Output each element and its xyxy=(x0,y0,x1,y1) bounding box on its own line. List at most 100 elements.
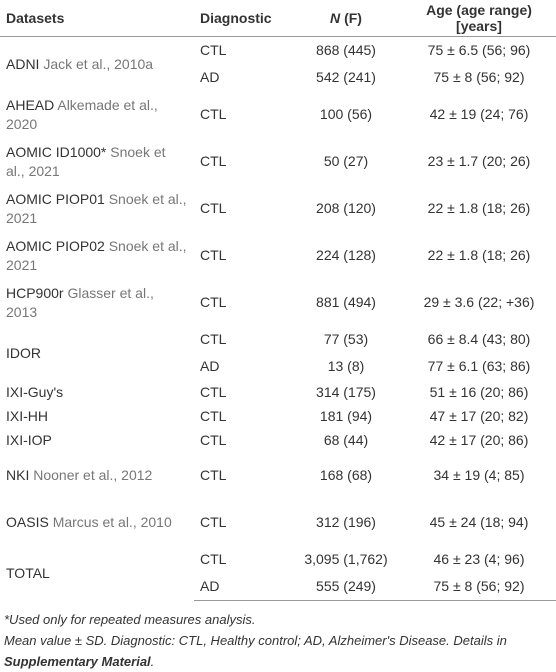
dataset-name: OASIS xyxy=(6,514,49,530)
table-row: AOMIC PIOP01 Snoek et al., 2021 CTL 208 (1… xyxy=(0,185,556,232)
dataset-citation: Glasser et al., 2013 xyxy=(6,284,154,320)
table-row: AHEAD Alkemade et al., 2020 CTL 100 (56) 42… xyxy=(0,91,556,138)
footnotes: *Used only for repeated measures analysi… xyxy=(0,601,556,672)
dataset-cell: AOMIC ID1000* Snoek et al., 2021 xyxy=(0,138,194,185)
table-row: NKI Nooner et al., 2012 CTL 168 (68) 34 ± 1… xyxy=(0,452,556,499)
footnote-emphasis: Supplementary Material xyxy=(4,654,151,669)
n-cell: 312 (196) xyxy=(316,514,376,530)
diagnostic-cell: CTL xyxy=(200,551,227,567)
age-cell: 22 ± 1.8 (18; 26) xyxy=(427,247,531,263)
dataset-cell: IXI-HH xyxy=(0,404,194,428)
dataset-citation: Jack et al., 2010a xyxy=(43,55,154,72)
dataset-name: AHEAD xyxy=(6,96,55,113)
age-cell: 75 ± 8 (56; 92) xyxy=(402,573,556,601)
diagnostic-cell: CTL xyxy=(200,514,227,530)
footnote-text: . xyxy=(150,654,155,669)
n-cell: 868 (445) xyxy=(316,42,376,58)
diagnostic-cell: CTL xyxy=(200,467,227,483)
header-row: Datasets Diagnostic N (F) Age (age range… xyxy=(0,0,556,37)
dataset-citation: Snoek et al., 2021 xyxy=(6,237,187,273)
n-cell: 168 (68) xyxy=(319,467,373,483)
dataset-citation: Alkemade et al., 2020 xyxy=(6,96,158,132)
age-cell: 29 ± 3.6 (22; +36) xyxy=(423,294,535,310)
table-row: HCP900r Glasser et al., 2013 CTL 881 (494)… xyxy=(0,279,556,326)
dataset-citation: Nooner et al., 2012 xyxy=(33,467,153,483)
dataset-citation: Marcus et al., 2010 xyxy=(52,514,172,530)
table-row: AD 13 (8) 77 ± 6.1 (63; 86) xyxy=(0,353,556,380)
table-row: AD 555 (249) 75 ± 8 (56; 92) xyxy=(0,573,556,601)
header-cell: Diagnostic xyxy=(194,0,290,37)
diagnostic-cell: AD xyxy=(200,358,220,374)
n-cell: 181 (94) xyxy=(319,407,373,424)
dataset-name: IXI-IOP xyxy=(6,431,52,448)
dataset-name: IXI-HH xyxy=(6,407,48,424)
dataset-cell: AHEAD Alkemade et al., 2020 xyxy=(0,91,194,138)
dataset-name: AOMIC ID1000* xyxy=(6,143,107,160)
age-cell: 34 ± 19 (4; 85) xyxy=(433,467,525,483)
table-row: AOMIC PIOP02 Snoek et al., 2021 CTL 224 (1… xyxy=(0,232,556,279)
dataset-name: IDOR xyxy=(6,344,41,361)
dataset-name: TOTAL xyxy=(6,564,50,581)
diagnostic-cell: CTL xyxy=(200,153,227,169)
header-cell: Age (age range) [years] xyxy=(402,0,556,37)
dataset-citation: Snoek et al., 2021 xyxy=(6,143,166,179)
dataset-cell: ADNI Jack et al., 2010a xyxy=(0,37,194,92)
table-row: IXI-Guy's CTL 314 (175) 51 ± 16 (20; 86) xyxy=(0,380,556,404)
age-cell: 75 ± 8 (56; 92) xyxy=(433,69,525,85)
dataset-name: IXI-Guy's xyxy=(6,383,64,400)
n-cell: 100 (56) xyxy=(319,106,373,122)
dataset-cell: IXI-Guy's xyxy=(0,380,194,404)
table-body: ADNI Jack et al., 2010a CTL 868 (445) 75 ± … xyxy=(0,37,556,601)
age-cell: 77 ± 6.1 (63; 86) xyxy=(427,358,531,374)
diagnostic-cell: CTL xyxy=(200,247,227,263)
dataset-cell: TOTAL xyxy=(0,546,194,601)
dataset-cell: IXI-IOP xyxy=(0,428,194,452)
table-row: AD 542 (241) 75 ± 8 (56; 92) xyxy=(0,64,556,91)
table-row: OASIS Marcus et al., 2010 CTL 312 (196) 45 … xyxy=(0,499,556,546)
dataset-citation: Snoek et al., 2021 xyxy=(6,190,187,226)
diagnostic-cell: CTL xyxy=(200,383,227,400)
dataset-name: AOMIC PIOP02 xyxy=(6,237,105,254)
dataset-name: AOMIC PIOP01 xyxy=(6,190,105,207)
age-cell: 23 ± 1.7 (20; 26) xyxy=(427,153,531,169)
n-cell: 13 (8) xyxy=(327,358,365,374)
age-cell: 47 ± 17 (20; 82) xyxy=(429,407,529,424)
footnote-text: Mean value ± SD. Diagnostic: CTL, Health… xyxy=(4,633,507,648)
diagnostic-cell: CTL xyxy=(200,331,227,347)
table-row: IXI-HH CTL 181 (94) 47 ± 17 (20; 82) xyxy=(0,404,556,428)
dataset-cell: HCP900r Glasser et al., 2013 xyxy=(0,279,194,326)
dataset-cell: NKI Nooner et al., 2012 xyxy=(0,452,194,499)
age-cell: 75 ± 6.5 (56; 96) xyxy=(427,42,531,58)
n-cell: 314 (175) xyxy=(316,383,376,400)
age-cell: 51 ± 16 (20; 86) xyxy=(429,383,529,400)
header-cell: N (F) xyxy=(290,0,402,37)
dataset-name: NKI xyxy=(6,467,30,483)
age-cell: 42 ± 17 (20; 86) xyxy=(429,431,529,448)
dataset-name: ADNI xyxy=(6,55,40,72)
diagnostic-cell: CTL xyxy=(200,42,227,58)
age-cell: 66 ± 8.4 (43; 80) xyxy=(427,331,531,347)
age-cell: 45 ± 24 (18; 94) xyxy=(429,514,529,530)
dataset-cell: OASIS Marcus et al., 2010 xyxy=(0,499,194,546)
dataset-cell: IDOR xyxy=(0,326,194,380)
age-cell: 46 ± 23 (4; 96) xyxy=(433,551,525,567)
table-row: IDOR CTL 77 (53) 66 ± 8.4 (43; 80) xyxy=(0,326,556,361)
n-cell: 224 (128) xyxy=(316,247,376,263)
diagnostic-cell: CTL xyxy=(200,407,227,424)
dataset-cell: AOMIC PIOP02 Snoek et al., 2021 xyxy=(0,232,194,279)
dataset-cell: AOMIC PIOP01 Snoek et al., 2021 xyxy=(0,185,194,232)
diagnostic-cell: CTL xyxy=(200,106,227,122)
diagnostic-cell: AD xyxy=(200,69,220,85)
n-cell: 555 (249) xyxy=(290,573,402,601)
age-cell: 22 ± 1.8 (18; 26) xyxy=(427,200,531,216)
data-table: Datasets Diagnostic N (F) Age (age range… xyxy=(0,0,556,601)
n-cell: 881 (494) xyxy=(316,294,376,310)
n-cell: 68 (44) xyxy=(323,431,369,448)
dataset-name: HCP900r xyxy=(6,284,64,301)
diagnostic-cell: CTL xyxy=(200,431,227,448)
diagnostic-cell: CTL xyxy=(200,294,227,310)
n-cell: 50 (27) xyxy=(323,153,369,169)
age-cell: 42 ± 19 (24; 76) xyxy=(429,106,529,122)
header-symbol: N xyxy=(330,10,341,26)
table-row: TOTAL CTL 3,095 (1,762) 46 ± 23 (4; 96) xyxy=(0,546,556,581)
